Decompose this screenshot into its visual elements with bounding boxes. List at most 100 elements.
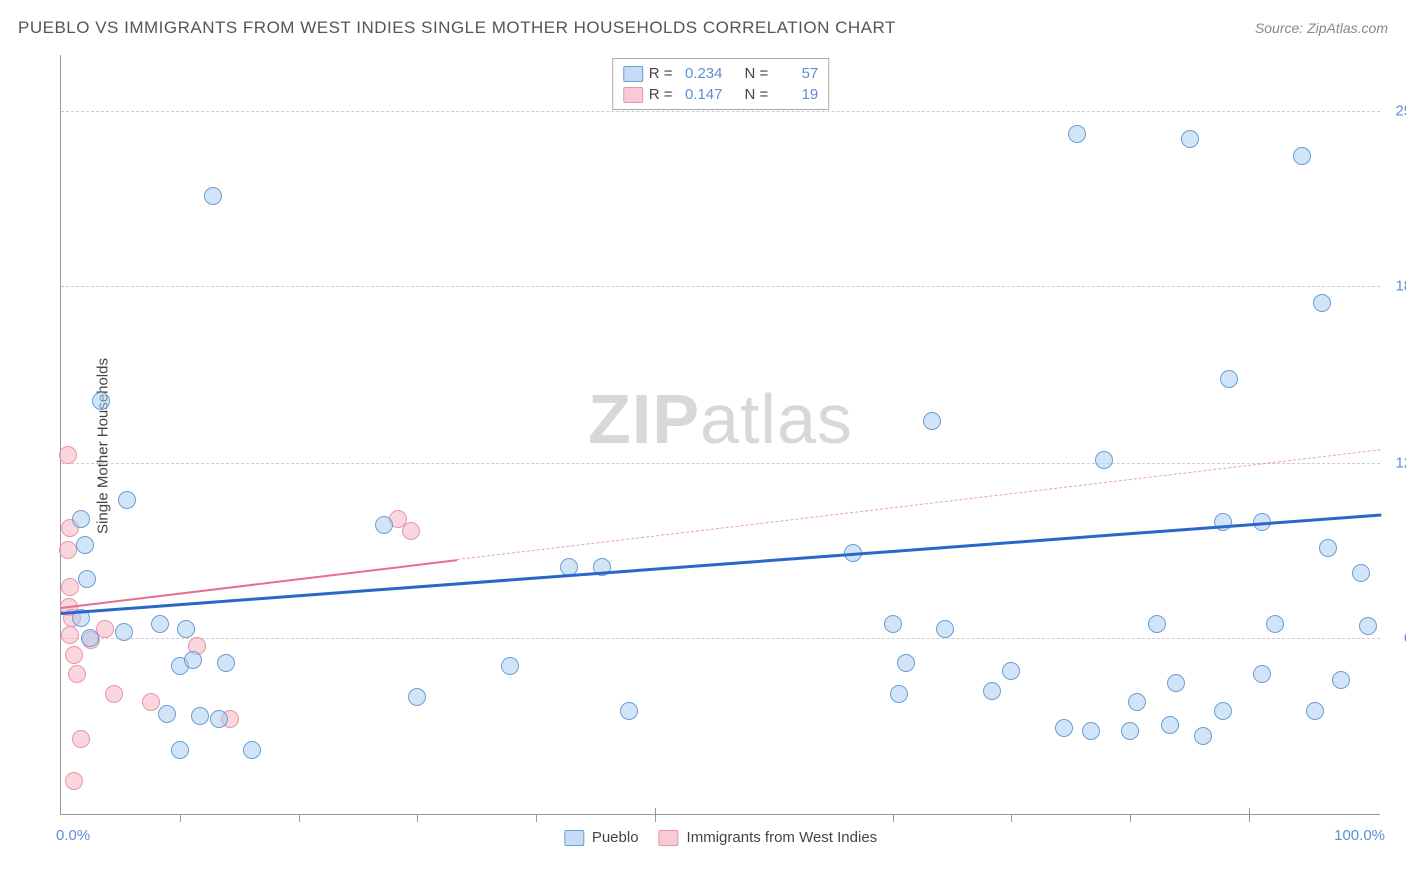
scatter-point [61, 626, 79, 644]
scatter-point [65, 772, 83, 790]
n-label: N = [745, 65, 769, 82]
header: PUEBLO VS IMMIGRANTS FROM WEST INDIES SI… [18, 18, 1388, 38]
scatter-point [142, 693, 160, 711]
x-tick-minor [417, 814, 418, 822]
scatter-point [1214, 513, 1232, 531]
swatch-blue-icon [564, 830, 584, 846]
stats-legend: R = 0.234 N = 57 R = 0.147 N = 19 [612, 58, 830, 110]
scatter-point [61, 578, 79, 596]
scatter-point [59, 541, 77, 559]
scatter-point [1128, 693, 1146, 711]
x-tick-minor [180, 814, 181, 822]
watermark: ZIPatlas [588, 379, 853, 459]
series-legend: Pueblo Immigrants from West Indies [564, 829, 877, 846]
scatter-point [1068, 125, 1086, 143]
scatter-point [76, 536, 94, 554]
n-value-blue: 57 [774, 65, 818, 82]
stats-row-pink: R = 0.147 N = 19 [623, 84, 819, 105]
scatter-point [923, 412, 941, 430]
n-label: N = [745, 86, 769, 103]
x-axis-min-label: 0.0% [56, 827, 90, 844]
scatter-point [72, 510, 90, 528]
scatter-point [1121, 722, 1139, 740]
scatter-point [151, 615, 169, 633]
scatter-point [1319, 539, 1337, 557]
x-tick-minor [299, 814, 300, 822]
gridline [61, 463, 1380, 464]
scatter-point [65, 646, 83, 664]
stats-row-blue: R = 0.234 N = 57 [623, 63, 819, 84]
x-tick-major [655, 808, 656, 822]
r-label: R = [649, 86, 673, 103]
scatter-point [1266, 615, 1284, 633]
scatter-point [171, 741, 189, 759]
scatter-point [1293, 147, 1311, 165]
gridline [61, 111, 1380, 112]
legend-item-pink: Immigrants from West Indies [659, 829, 878, 846]
scatter-point [59, 446, 77, 464]
scatter-point [1306, 702, 1324, 720]
scatter-point [105, 685, 123, 703]
trend-line [61, 514, 1381, 615]
r-value-pink: 0.147 [679, 86, 723, 103]
scatter-point [402, 522, 420, 540]
trend-line [61, 559, 457, 609]
scatter-point [118, 491, 136, 509]
scatter-point [1167, 674, 1185, 692]
scatter-point [1082, 722, 1100, 740]
scatter-point [68, 665, 86, 683]
scatter-point [158, 705, 176, 723]
scatter-point [217, 654, 235, 672]
scatter-point [1181, 130, 1199, 148]
legend-label-pink: Immigrants from West Indies [687, 829, 878, 846]
y-tick-label: 12.5% [1395, 455, 1406, 472]
legend-label-blue: Pueblo [592, 829, 639, 846]
scatter-point [375, 516, 393, 534]
scatter-point [1352, 564, 1370, 582]
x-tick-major [1249, 808, 1250, 822]
scatter-point [897, 654, 915, 672]
swatch-blue-icon [623, 66, 643, 82]
scatter-point [204, 187, 222, 205]
gridline [61, 286, 1380, 287]
watermark-rest: atlas [700, 380, 853, 458]
scatter-point [1214, 702, 1232, 720]
gridline [61, 638, 1380, 639]
scatter-point [501, 657, 519, 675]
scatter-point [1161, 716, 1179, 734]
scatter-point [210, 710, 228, 728]
scatter-point [1220, 370, 1238, 388]
scatter-point [1313, 294, 1331, 312]
scatter-point [1148, 615, 1166, 633]
chart-plot-area: ZIPatlas 6.3%12.5%18.8%25.0% 0.0% 100.0%… [60, 55, 1380, 815]
scatter-point [1055, 719, 1073, 737]
y-tick-label: 25.0% [1395, 103, 1406, 120]
x-tick-minor [536, 814, 537, 822]
watermark-bold: ZIP [588, 380, 700, 458]
scatter-point [890, 685, 908, 703]
r-value-blue: 0.234 [679, 65, 723, 82]
r-label: R = [649, 65, 673, 82]
scatter-point [620, 702, 638, 720]
scatter-point [184, 651, 202, 669]
scatter-point [115, 623, 133, 641]
x-tick-minor [1011, 814, 1012, 822]
x-tick-minor [1130, 814, 1131, 822]
scatter-point [72, 730, 90, 748]
x-axis-max-label: 100.0% [1334, 827, 1385, 844]
scatter-point [408, 688, 426, 706]
x-tick-minor [893, 814, 894, 822]
source-attribution: Source: ZipAtlas.com [1255, 20, 1388, 36]
scatter-point [1359, 617, 1377, 635]
chart-title: PUEBLO VS IMMIGRANTS FROM WEST INDIES SI… [18, 18, 896, 38]
scatter-point [1253, 665, 1271, 683]
y-tick-label: 18.8% [1395, 277, 1406, 294]
swatch-pink-icon [623, 87, 643, 103]
swatch-pink-icon [659, 830, 679, 846]
legend-item-blue: Pueblo [564, 829, 639, 846]
scatter-point [78, 570, 96, 588]
scatter-point [983, 682, 1001, 700]
scatter-point [191, 707, 209, 725]
scatter-point [1002, 662, 1020, 680]
scatter-point [92, 392, 110, 410]
